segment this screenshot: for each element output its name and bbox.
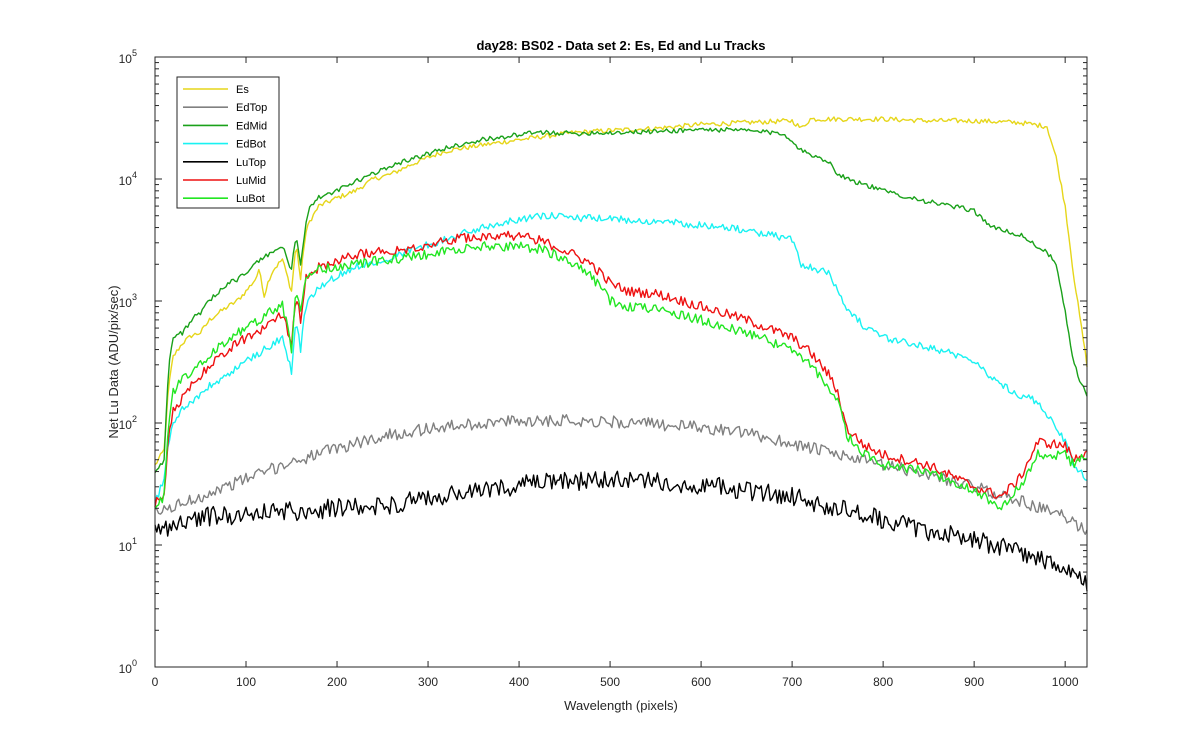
y-tick-label: 101 — [119, 536, 137, 554]
series-line-edmid — [154, 126, 1088, 474]
y-tick-label: 105 — [119, 48, 137, 66]
x-tick-label: 800 — [873, 675, 893, 689]
x-tick-label: 700 — [782, 675, 802, 689]
chart-title: day28: BS02 - Data set 2: Es, Ed and Lu … — [476, 38, 765, 53]
x-tick-label: 200 — [327, 675, 347, 689]
series-line-edbot — [154, 211, 1088, 504]
y-tick-base: 10 — [119, 52, 133, 66]
plot-frame — [154, 56, 1088, 668]
y-tick-exponent: 4 — [132, 170, 137, 180]
x-tick-label: 1000 — [1052, 675, 1079, 689]
x-tick-label: 300 — [418, 675, 438, 689]
series-line-lubot — [154, 241, 1087, 511]
y-tick-base: 10 — [119, 174, 133, 188]
plot-area — [155, 57, 1087, 667]
y-tick-base: 10 — [119, 296, 133, 310]
legend-label: EdTop — [236, 102, 267, 114]
x-axis-ticks: 0 100 200 300 400 500 600 700 800 900 1000 — [152, 57, 1079, 689]
x-axis-label: Wavelength (pixels) — [564, 698, 678, 713]
y-tick-base: 10 — [119, 662, 133, 676]
x-tick-label: 600 — [691, 675, 711, 689]
series-layer — [154, 116, 1088, 592]
legend-box — [176, 76, 280, 209]
y-tick-base: 10 — [119, 418, 133, 432]
legend-label: LuTop — [236, 157, 266, 169]
y-tick-label: 104 — [119, 170, 137, 188]
y-tick-label: 103 — [119, 292, 137, 310]
y-tick-label: 100 — [119, 658, 137, 676]
legend-entries: Es EdTop EdMid EdBot LuTop LuMid LuBot — [183, 84, 267, 205]
legend-label: LuMid — [236, 175, 266, 187]
legend-label: Es — [236, 84, 249, 96]
y-axis-label: Net Lu Data (ADU/pix/sec) — [106, 285, 121, 438]
x-tick-label: 0 — [152, 675, 159, 689]
legend: Es EdTop EdMid EdBot LuTop LuMid LuBot — [176, 76, 280, 209]
y-tick-exponent: 2 — [132, 414, 137, 424]
y-tick-exponent: 3 — [132, 292, 137, 302]
legend-label: EdMid — [236, 120, 267, 132]
y-tick-base: 10 — [119, 540, 133, 554]
x-tick-label: 900 — [964, 675, 984, 689]
x-tick-label: 500 — [600, 675, 620, 689]
legend-label: EdBot — [236, 139, 266, 151]
series-line-es — [154, 116, 1088, 466]
x-tick-label: 400 — [509, 675, 529, 689]
y-tick-exponent: 0 — [132, 658, 137, 668]
y-tick-exponent: 1 — [132, 536, 137, 546]
y-tick-label: 102 — [119, 414, 137, 432]
legend-label: LuBot — [236, 193, 265, 205]
y-tick-exponent: 5 — [132, 48, 137, 58]
x-tick-label: 100 — [236, 675, 256, 689]
series-line-lutop — [154, 470, 1088, 592]
